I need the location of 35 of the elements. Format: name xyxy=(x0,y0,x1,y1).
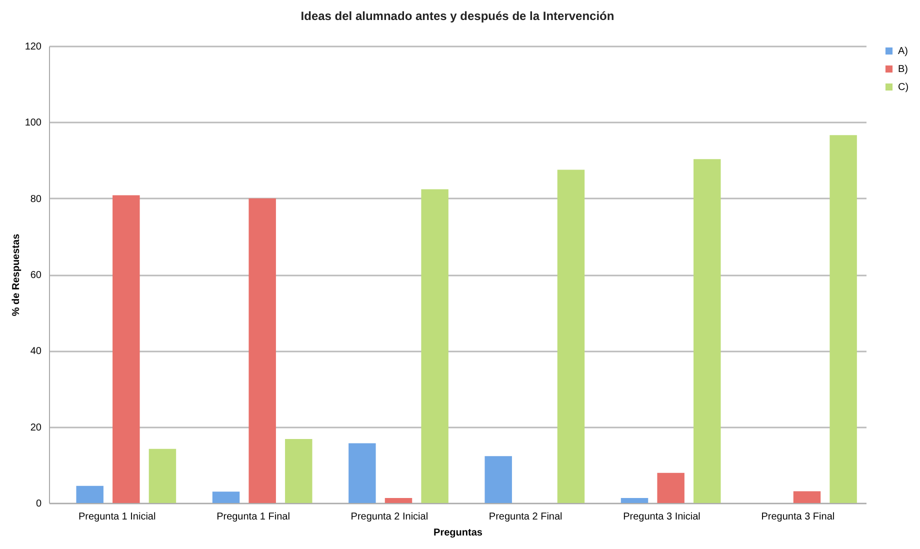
x-tick-label: Pregunta 3 Inicial xyxy=(623,512,700,522)
bar xyxy=(694,159,721,503)
x-axis-title: Preguntas xyxy=(434,528,483,538)
y-tick-label: 40 xyxy=(30,346,42,358)
x-tick-label: Pregunta 2 Final xyxy=(488,512,562,522)
bar xyxy=(384,498,412,503)
y-tick-label: 100 xyxy=(24,118,42,129)
bar xyxy=(348,443,376,503)
bar xyxy=(484,456,512,503)
bar xyxy=(248,198,276,503)
y-tick-label: 60 xyxy=(30,270,42,281)
y-tick-label: 120 xyxy=(24,42,42,52)
bar xyxy=(112,195,140,503)
bar xyxy=(793,491,821,503)
x-tick-label: Pregunta 3 Final xyxy=(761,512,835,522)
y-tick-label: 20 xyxy=(30,422,42,434)
x-tick-label: Pregunta 2 Inicial xyxy=(350,512,428,522)
bar xyxy=(212,492,240,503)
y-axis-title: % de Respuestas xyxy=(10,233,22,316)
x-tick-label: Pregunta 1 Inicial xyxy=(78,512,156,522)
bar xyxy=(830,135,857,503)
y-tick-label: 80 xyxy=(30,194,42,205)
legend-label: A) xyxy=(898,46,908,57)
bar xyxy=(557,170,585,503)
bar xyxy=(148,448,176,503)
y-tick-label: 0 xyxy=(36,498,42,510)
bar xyxy=(421,189,448,503)
x-tick-label: Pregunta 1 Final xyxy=(216,512,290,522)
legend-label: C) xyxy=(898,82,909,93)
bar xyxy=(620,498,648,503)
bar xyxy=(657,472,684,503)
legend-label: B) xyxy=(898,64,908,75)
bar xyxy=(76,486,104,503)
chart-title: Ideas del alumnado antes y después de la Intervención xyxy=(300,9,614,23)
bar xyxy=(285,439,312,503)
